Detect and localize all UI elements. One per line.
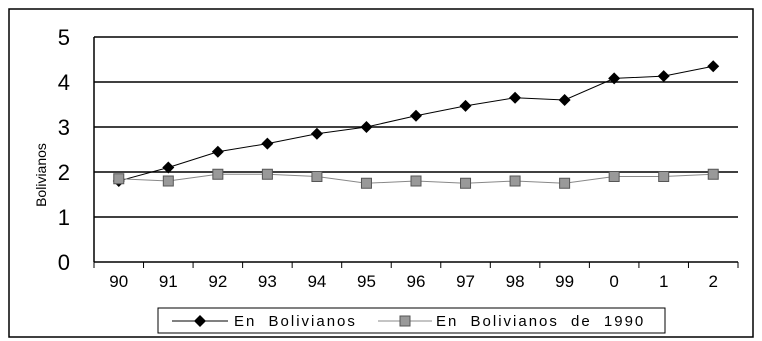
data-point-diamond	[310, 127, 323, 140]
data-point-diamond	[608, 72, 621, 85]
series-line-0	[118, 65, 714, 182]
y-tick-label: 5	[58, 25, 70, 50]
data-point-diamond	[459, 99, 472, 112]
data-point-square	[658, 171, 670, 182]
y-tick-label: 1	[58, 205, 70, 230]
legend-label-en-bolivianos-1990: En Bolivianos de 1990	[436, 313, 645, 330]
x-tick-label: 2	[708, 272, 717, 291]
data-point-square	[410, 175, 422, 187]
data-point-square	[509, 175, 521, 187]
x-tick-label: 90	[109, 272, 128, 291]
legend-label-en-bolivianos: En Bolivianos	[234, 313, 357, 330]
x-tick-labels: 90 91 92 93 94 95 96 97 98 99 0 1 2	[109, 272, 718, 291]
data-point-diamond	[509, 91, 522, 104]
chart-frame	[8, 8, 754, 338]
axes	[93, 37, 739, 268]
data-point-diamond	[261, 137, 274, 150]
data-point-diamond	[707, 60, 720, 73]
data-point-square	[113, 173, 125, 185]
data-point-square	[707, 168, 719, 180]
y-tick-label: 2	[58, 160, 70, 185]
legend: En Bolivianos En Bolivianos de 1990	[157, 307, 666, 334]
data-point-square	[608, 171, 620, 182]
x-tick-label: 94	[307, 272, 326, 291]
y-tick-labels: 0 1 2 3 4 5	[58, 25, 70, 275]
gridlines	[94, 36, 738, 218]
y-tick-label: 4	[58, 70, 70, 95]
y-axis-label: Bolivianos	[33, 143, 49, 207]
data-point-square	[311, 171, 323, 182]
series-lines	[112, 60, 720, 189]
legend-marker-diamond	[194, 315, 206, 327]
x-tick-label: 96	[407, 272, 426, 291]
data-point-diamond	[211, 145, 224, 158]
data-point-square	[460, 177, 472, 189]
x-tick-label: 1	[659, 272, 668, 291]
x-tick-label: 95	[357, 272, 376, 291]
y-tick-label: 0	[58, 250, 70, 275]
legend-marker-square	[399, 315, 411, 327]
data-point-diamond	[360, 121, 373, 133]
x-tick-label: 0	[609, 272, 618, 291]
x-tick-label: 93	[258, 272, 277, 291]
data-point-diamond	[657, 70, 670, 83]
x-tick-label: 98	[506, 272, 525, 291]
x-tick-label: 97	[456, 272, 475, 291]
y-tick-label: 3	[58, 115, 70, 140]
data-point-diamond	[558, 94, 571, 106]
x-tick-label: 92	[208, 272, 227, 291]
data-point-diamond	[410, 109, 422, 122]
data-point-square	[212, 168, 224, 180]
x-tick-label: 99	[555, 272, 574, 291]
data-point-square	[162, 175, 174, 187]
x-tick-label: 91	[159, 272, 178, 291]
data-point-square	[559, 177, 571, 189]
data-point-diamond	[162, 161, 175, 174]
data-point-square	[261, 168, 273, 180]
data-point-square	[360, 177, 372, 189]
